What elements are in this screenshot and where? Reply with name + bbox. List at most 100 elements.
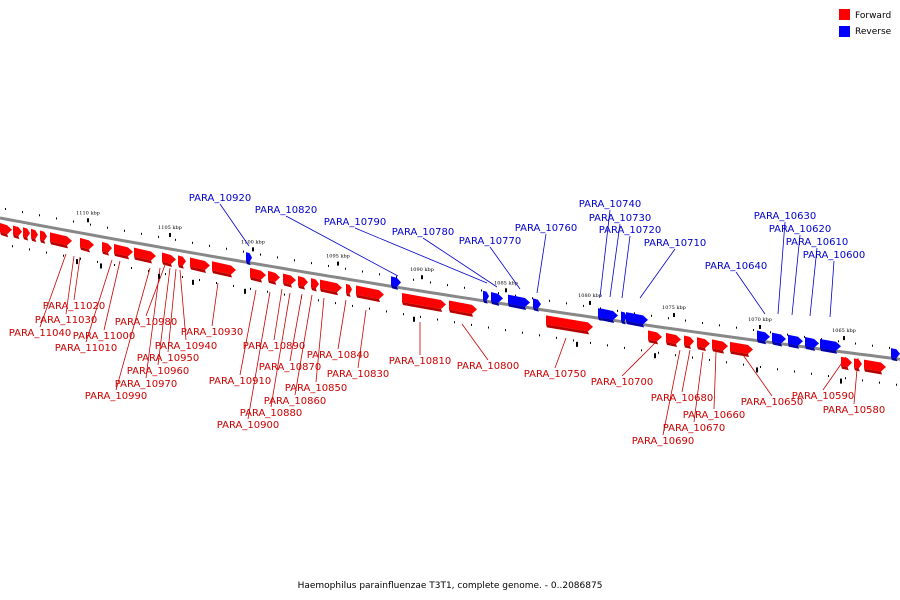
gene-label-para-10700: PARA_10700: [591, 377, 653, 388]
label-connector: [219, 203, 250, 247]
gene-body: [805, 336, 819, 348]
forward-gene-arrow: [356, 285, 384, 303]
position-mark: [576, 341, 578, 347]
gene-label-para-10750: PARA_10750: [524, 369, 586, 380]
ruler-tick-label: 1095 kbp: [326, 254, 350, 260]
reverse-gene-arrow: [757, 330, 770, 345]
gene-body: [757, 330, 770, 342]
label-connector: [239, 289, 257, 376]
ruler-minor-tick: [709, 358, 710, 361]
forward-gene-arrow: [114, 243, 133, 260]
ruler-minor-tick: [770, 331, 771, 334]
ruler-minor-tick: [97, 260, 98, 263]
gene-shadow: [190, 266, 206, 273]
gene-label-para-10770: PARA_10770: [459, 236, 521, 247]
ruler-minor-tick: [821, 338, 822, 341]
forward-gene-arrow: [13, 225, 22, 240]
gene-label-para-10890: PARA_10890: [243, 341, 305, 352]
gene-body: [268, 270, 280, 282]
gene-label-para-10990: PARA_10990: [85, 391, 147, 402]
ruler-minor-tick: [430, 281, 431, 284]
ruler-minor-tick: [760, 365, 761, 368]
gene-label-para-10960: PARA_10960: [127, 366, 189, 377]
gene-body: [449, 300, 477, 314]
forward-gene-arrow: [0, 223, 12, 238]
ruler-minor-tick: [328, 264, 329, 267]
ruler-minor-tick: [141, 232, 142, 235]
ruler-minor-tick: [787, 333, 788, 336]
gene-body: [0, 223, 12, 235]
label-connector: [536, 233, 547, 294]
label-connectors: [39, 203, 859, 436]
gene-shadow: [648, 339, 658, 345]
ruler-major-tick: [505, 288, 507, 293]
gene-body: [102, 241, 112, 253]
legend-reverse-swatch: [839, 26, 850, 37]
forward-gene-arrow: [697, 337, 710, 352]
label-connector: [354, 227, 488, 284]
ruler-minor-tick: [743, 363, 744, 366]
gene-body: [666, 332, 681, 345]
forward-gene-arrow: [50, 232, 72, 249]
ruler-tick-label: 1105 kbp: [158, 225, 182, 231]
ruler-minor-tick: [56, 217, 57, 220]
gene-body: [648, 330, 662, 342]
ruler-minor-tick: [828, 375, 829, 378]
gene-body: [250, 267, 266, 280]
gene-body: [820, 338, 841, 351]
gene-body: [246, 252, 252, 263]
gene-shadow: [283, 282, 292, 288]
gene-body: [546, 315, 593, 332]
forward-gene-arrow: [666, 332, 681, 348]
gene-body: [697, 337, 710, 349]
forward-gene-arrow: [162, 252, 176, 268]
ruler-minor-tick: [600, 307, 601, 310]
ruler-minor-tick: [158, 235, 159, 238]
gene-shadow: [621, 320, 626, 325]
label-connector: [357, 309, 367, 369]
reverse-gene-arrow: [820, 338, 841, 354]
position-mark: [244, 288, 246, 294]
ruler-major-tick: [589, 300, 591, 305]
ruler-minor-tick: [549, 299, 550, 302]
ruler-minor-tick: [573, 339, 574, 342]
gene-label-para-10630: PARA_10630: [754, 211, 816, 222]
ruler-minor-tick: [855, 342, 856, 345]
ruler-minor-tick: [804, 335, 805, 338]
ruler-minor-tick: [471, 323, 472, 326]
gene-label-para-10730: PARA_10730: [589, 213, 651, 224]
ruler-minor-tick: [386, 310, 387, 313]
gene-body: [13, 225, 22, 237]
ruler-minor-tick: [675, 354, 676, 357]
gene-body: [626, 312, 648, 325]
label-connector: [167, 268, 177, 353]
gene-body: [23, 227, 30, 238]
gene-label-para-10860: PARA_10860: [264, 396, 326, 407]
label-connector: [289, 293, 303, 362]
ruler-minor-tick: [488, 326, 489, 329]
forward-gene-arrow: [268, 270, 280, 285]
gene-label-para-10620: PARA_10620: [769, 224, 831, 235]
ruler-minor-tick: [590, 341, 591, 344]
ruler-minor-tick: [12, 245, 13, 248]
ruler-minor-tick: [617, 309, 618, 312]
label-connector: [489, 246, 521, 290]
gene-label-para-10740: PARA_10740: [579, 199, 641, 210]
legend-reverse-label: Reverse: [855, 27, 892, 37]
gene-label-para-10640: PARA_10640: [705, 261, 767, 272]
label-connector: [621, 235, 631, 299]
ruler-minor-tick: [131, 267, 132, 270]
figure-caption: Haemophilus parainfluenzae T3T1, complet…: [298, 581, 603, 591]
ruler-minor-tick: [437, 318, 438, 321]
reverse-gene-arrow: [533, 298, 541, 312]
gene-shadow: [80, 246, 90, 253]
gene-body: [283, 273, 296, 285]
ruler-minor-tick: [403, 313, 404, 316]
gene-shadow: [712, 348, 724, 354]
gene-shadow: [102, 250, 109, 256]
position-mark: [158, 273, 160, 279]
gene-label-para-11000: PARA_11000: [73, 331, 135, 342]
gene-body: [864, 359, 886, 372]
gene-body: [508, 294, 530, 307]
ruler-minor-tick: [148, 270, 149, 273]
